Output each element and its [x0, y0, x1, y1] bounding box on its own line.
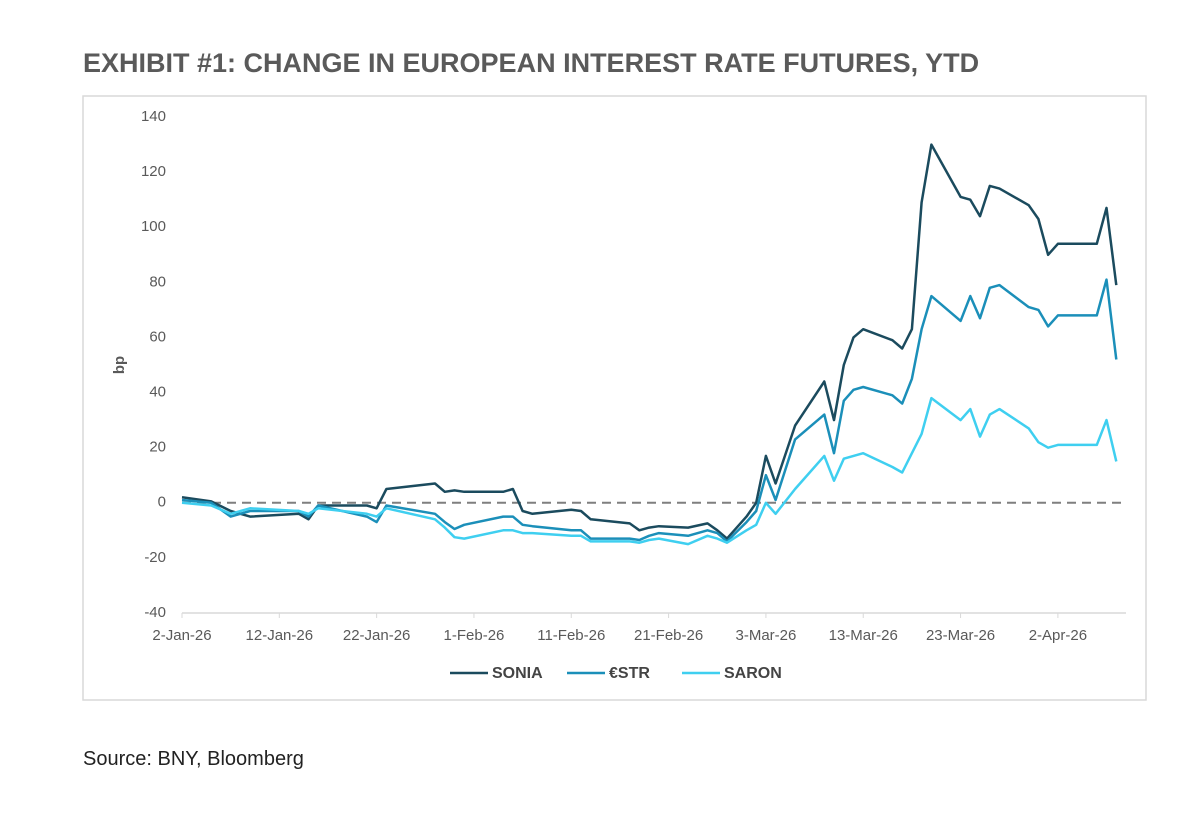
legend-label: SONIA: [492, 665, 543, 682]
series-line: [181, 396, 1118, 546]
y-tick-label: 140: [141, 108, 166, 125]
y-tick-label: 120: [141, 163, 166, 180]
chart-title: EXHIBIT #1: CHANGE IN EUROPEAN INTEREST …: [83, 48, 979, 78]
x-tick-label: 22-Jan-26: [343, 627, 411, 644]
chart-frame: [82, 95, 1147, 701]
x-tick-label: 11-Feb-26: [537, 627, 605, 644]
x-tick-label: 21-Feb-26: [634, 627, 703, 644]
x-tick-label: 23-Mar-26: [926, 627, 995, 644]
y-tick-label: 100: [141, 218, 166, 235]
x-tick-label: 2-Jan-26: [152, 627, 211, 644]
series-line: [181, 278, 1118, 543]
x-tick-label: 1-Feb-26: [444, 627, 505, 644]
y-tick-label: 80: [149, 273, 166, 290]
series-line: [181, 143, 1118, 540]
y-tick-label: 60: [149, 328, 166, 345]
y-tick-label: -20: [144, 549, 166, 566]
legend-label: SARON: [724, 665, 782, 682]
source-note: Source: BNY, Bloomberg: [83, 748, 304, 770]
y-tick-label: 20: [149, 439, 166, 456]
x-tick-label: 12-Jan-26: [246, 627, 314, 644]
y-tick-label: 40: [149, 384, 166, 401]
x-tick-label: 3-Mar-26: [735, 627, 796, 644]
y-tick-label: 0: [158, 494, 166, 511]
y-tick-label: -40: [144, 604, 166, 621]
legend-label: €STR: [609, 665, 650, 682]
x-tick-label: 13-Mar-26: [829, 627, 898, 644]
x-tick-label: 2-Apr-26: [1029, 627, 1087, 644]
y-axis-label: bp: [111, 356, 128, 374]
